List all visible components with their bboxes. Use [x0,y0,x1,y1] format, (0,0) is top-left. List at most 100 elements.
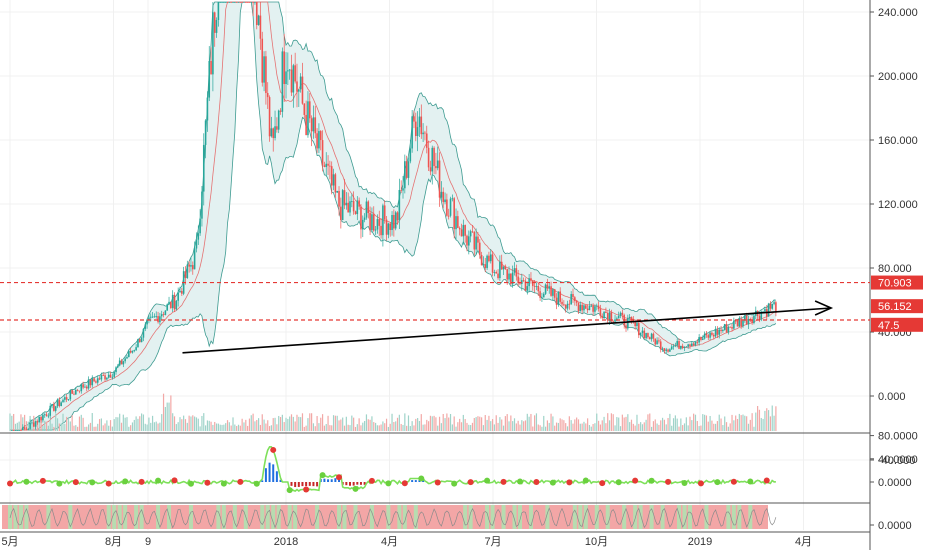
volume-bar [643,422,645,431]
volume-bar [431,416,433,431]
volume-bar [427,421,430,431]
candle-body [574,297,576,302]
candle-body [409,148,412,162]
volume-bar [135,416,137,431]
volume-bar [67,418,70,431]
volume-bar [24,414,26,431]
candle-body [148,317,150,320]
volume-bar [526,413,528,431]
candle-body [372,214,375,231]
candle-body [385,219,388,235]
volume-bar [767,410,770,431]
candle-body [720,329,722,332]
lower-pane-band [704,505,709,529]
trend-arrow-head [814,300,834,316]
volume-bar [66,416,68,431]
candle-body [106,377,108,380]
candle-body [230,2,232,3]
volume-bar [682,425,684,431]
price-axis-label: 240.000 [878,7,918,19]
candle-body [354,211,357,215]
candle-body [237,2,240,3]
candle-body [482,264,485,266]
candle-body [742,320,744,327]
candle-body [749,318,752,320]
volume-bar [645,419,647,431]
candle-body [718,329,721,335]
volume-bar [568,416,570,431]
volume-bar [77,426,79,431]
volume-bar [230,425,232,431]
volume-bar [294,421,296,431]
candle-body [541,297,543,299]
candle-body [243,2,245,3]
volume-bar [619,426,622,431]
candle-body [128,350,130,357]
candle-body [301,76,304,104]
candle-body [217,2,220,20]
candle-body [65,397,68,400]
volume-bar [753,426,755,431]
osc-histogram-bar [268,462,271,482]
volume-bar [256,419,258,431]
volume-bar [393,422,395,431]
oscillator-dot [648,477,655,484]
candle-body [208,61,211,98]
volume-bar [197,418,199,431]
oscillator-dot [138,478,145,485]
candle-body [51,404,53,406]
volume-bar [477,416,479,431]
candle-body [442,191,445,203]
price-tag-current-bg [871,299,923,314]
volume-bar [320,417,322,431]
volume-bar [250,415,252,431]
lower-pane-band [517,505,522,529]
volume-bar [413,425,415,431]
volume-bar [725,422,728,431]
candle-body [625,325,627,329]
candle-body [16,430,19,431]
osc-histogram-bar [418,480,421,482]
candle-body [491,254,494,273]
lower-pane-band [221,505,226,529]
candle-body [296,81,298,92]
volume-bar [552,416,554,431]
candle-body [689,344,691,347]
candle-body [327,163,329,166]
candle-body [325,163,328,167]
candle-body [329,165,331,167]
candle-body [553,289,556,298]
candle-body [347,202,349,213]
candle-body [281,51,284,112]
candle-body [411,116,413,149]
candle-body [446,199,448,216]
volume-bar [247,425,249,431]
candle-body [287,70,289,72]
candle-body [707,335,710,338]
volume-bar [53,426,55,431]
candle-body [73,393,75,395]
volume-bar [544,426,547,431]
volume-bar [488,415,490,431]
time-axis-label: 4月 [381,536,398,548]
candle-body [96,378,99,383]
volume-bar [267,420,269,431]
volume-bar [109,420,112,431]
candle-body [670,346,673,350]
candle-body [34,421,37,427]
lower-pane-band [134,505,139,529]
candle-body [336,190,338,193]
volume-bar [162,393,165,431]
volume-bar [166,402,168,431]
volume-bar [332,415,335,431]
volume-bar [100,418,102,431]
candle-body [40,416,42,421]
volume-bar [91,413,93,431]
volume-bar [627,414,629,431]
volume-bar [89,422,92,431]
candle-body [621,312,624,315]
volume-bar [499,417,501,431]
price-tag-lower-bg [871,317,923,332]
candle-body [475,236,477,250]
candle-body [711,332,713,335]
